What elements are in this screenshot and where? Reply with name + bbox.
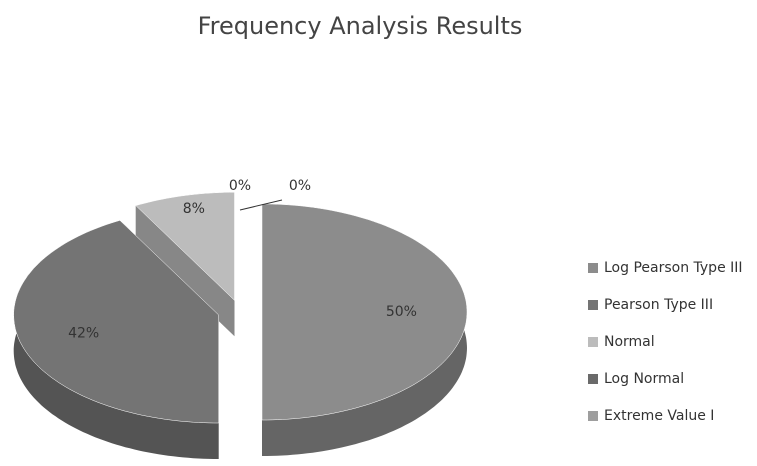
legend-label: Log Normal: [604, 371, 684, 387]
data-label: 0%: [289, 178, 311, 194]
data-label: 8%: [183, 201, 205, 217]
legend-swatch: [588, 263, 598, 273]
legend-swatch: [588, 300, 598, 310]
data-label: 42%: [68, 325, 99, 341]
legend-label: Extreme Value I: [604, 408, 714, 424]
data-label: 0%: [229, 178, 251, 194]
pie-slice: [261, 203, 468, 421]
legend-label: Pearson Type III: [604, 297, 713, 313]
data-label: 50%: [386, 304, 417, 320]
pie-slice: [13, 220, 219, 424]
pie-tops: [13, 192, 468, 424]
legend-label: Normal: [604, 334, 655, 350]
chart-title: Frequency Analysis Results: [198, 12, 523, 40]
pie-slice: [135, 192, 235, 301]
slice-side: [13, 220, 219, 459]
legend-label: Log Pearson Type III: [604, 260, 743, 276]
leader-line: [239, 199, 283, 211]
legend-swatch: [588, 374, 598, 384]
legend-swatch: [588, 411, 598, 421]
slice-wall: [135, 205, 235, 337]
legend-swatch: [588, 337, 598, 347]
